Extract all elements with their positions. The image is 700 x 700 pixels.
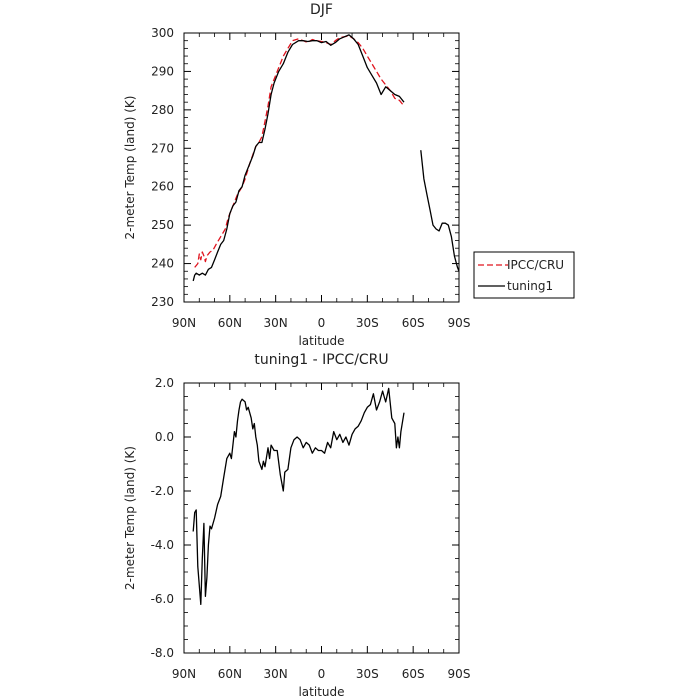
difference-panel-frame xyxy=(183,382,460,654)
temperature-panel-frame xyxy=(183,32,460,303)
x-tick-label: 0 xyxy=(318,316,326,330)
series-line-tuning1-segment-1 xyxy=(192,34,405,282)
y-tick-label: -6.0 xyxy=(151,592,174,606)
series-line-difference-segment-1 xyxy=(192,387,405,606)
temperature-panel-x-axis-label: latitude xyxy=(298,334,344,348)
difference-panel-y-axis-label: 2-meter Temp (land) (K) xyxy=(123,446,137,590)
y-tick-label: 250 xyxy=(151,218,174,232)
x-tick-label: 90S xyxy=(448,667,471,681)
legend-label-tuning1: tuning1 xyxy=(507,279,553,293)
x-tick-label: 60N xyxy=(218,667,242,681)
temperature-panel-ticks: 90N 60N 30N 0 30S 60S 90S 230 240 250 260 270 280 290… xyxy=(151,26,470,330)
y-tick-label: 290 xyxy=(151,64,174,78)
difference-panel-x-axis-label: latitude xyxy=(298,685,344,699)
x-tick-label: 30S xyxy=(356,667,379,681)
difference-panel-series xyxy=(192,387,405,606)
legend-label-ipcc-cru: IPCC/CRU xyxy=(507,258,564,272)
temperature-panel-title: DJF xyxy=(310,2,333,18)
x-tick-label: 60S xyxy=(402,316,425,330)
y-tick-label: 240 xyxy=(151,257,174,271)
series-line-ipcc-cru-segment-1 xyxy=(194,35,405,268)
series-line-tuning1-segment-2 xyxy=(420,150,460,272)
x-tick-label: 60S xyxy=(402,667,425,681)
x-tick-label: 90N xyxy=(172,316,196,330)
y-tick-label: 280 xyxy=(151,103,174,117)
x-tick-label: 90S xyxy=(448,316,471,330)
y-tick-label: 260 xyxy=(151,180,174,194)
x-tick-label: 60N xyxy=(218,316,242,330)
y-tick-label: 270 xyxy=(151,141,174,155)
y-tick-label: 230 xyxy=(151,295,174,309)
difference-panel-title: tuning1 - IPCC/CRU xyxy=(254,352,388,368)
temperature-panel-series xyxy=(192,34,460,282)
x-tick-label: 90N xyxy=(172,667,196,681)
x-tick-label: 30S xyxy=(356,316,379,330)
x-tick-label: 30N xyxy=(264,667,288,681)
y-tick-label: -2.0 xyxy=(151,484,174,498)
y-tick-label: -4.0 xyxy=(151,538,174,552)
temperature-panel-y-axis-label: 2-meter Temp (land) (K) xyxy=(123,96,137,240)
legend-box xyxy=(473,251,575,299)
x-tick-label: 30N xyxy=(264,316,288,330)
y-tick-label: -8.0 xyxy=(151,646,174,660)
y-tick-label: 300 xyxy=(151,26,174,40)
x-tick-label: 0 xyxy=(318,667,326,681)
y-tick-label: 2.0 xyxy=(155,376,174,390)
legend: IPCC/CRU tuning1 xyxy=(473,251,575,299)
y-tick-label: 0.0 xyxy=(155,430,174,444)
difference-panel: tuning1 - IPCC/CRU latitude 2-meter Temp… xyxy=(123,352,470,699)
difference-panel-ticks: 90N 60N 30N 0 30S 60S 90S -8.0 -6.0 -4.0 -2.0 0.0 2.… xyxy=(151,376,471,681)
temperature-panel: DJF latitude 2-meter Temp (land) (K) 90N… xyxy=(123,2,470,348)
